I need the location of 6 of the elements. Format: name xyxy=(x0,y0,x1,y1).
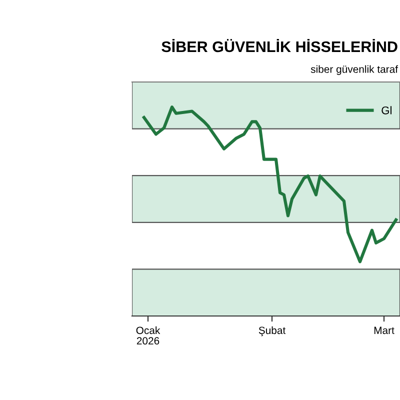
x-tick-label: Şubat xyxy=(258,326,286,336)
legend-label: Gl xyxy=(382,106,392,114)
x-tick-label: Ocak 2026 xyxy=(136,326,160,345)
chart-title: SİBER GÜVENLİK HİSSELERİND xyxy=(162,38,398,52)
chart-subtitle: siber güvenlik taraf xyxy=(310,65,398,75)
x-tick-label: Mart xyxy=(374,326,394,334)
